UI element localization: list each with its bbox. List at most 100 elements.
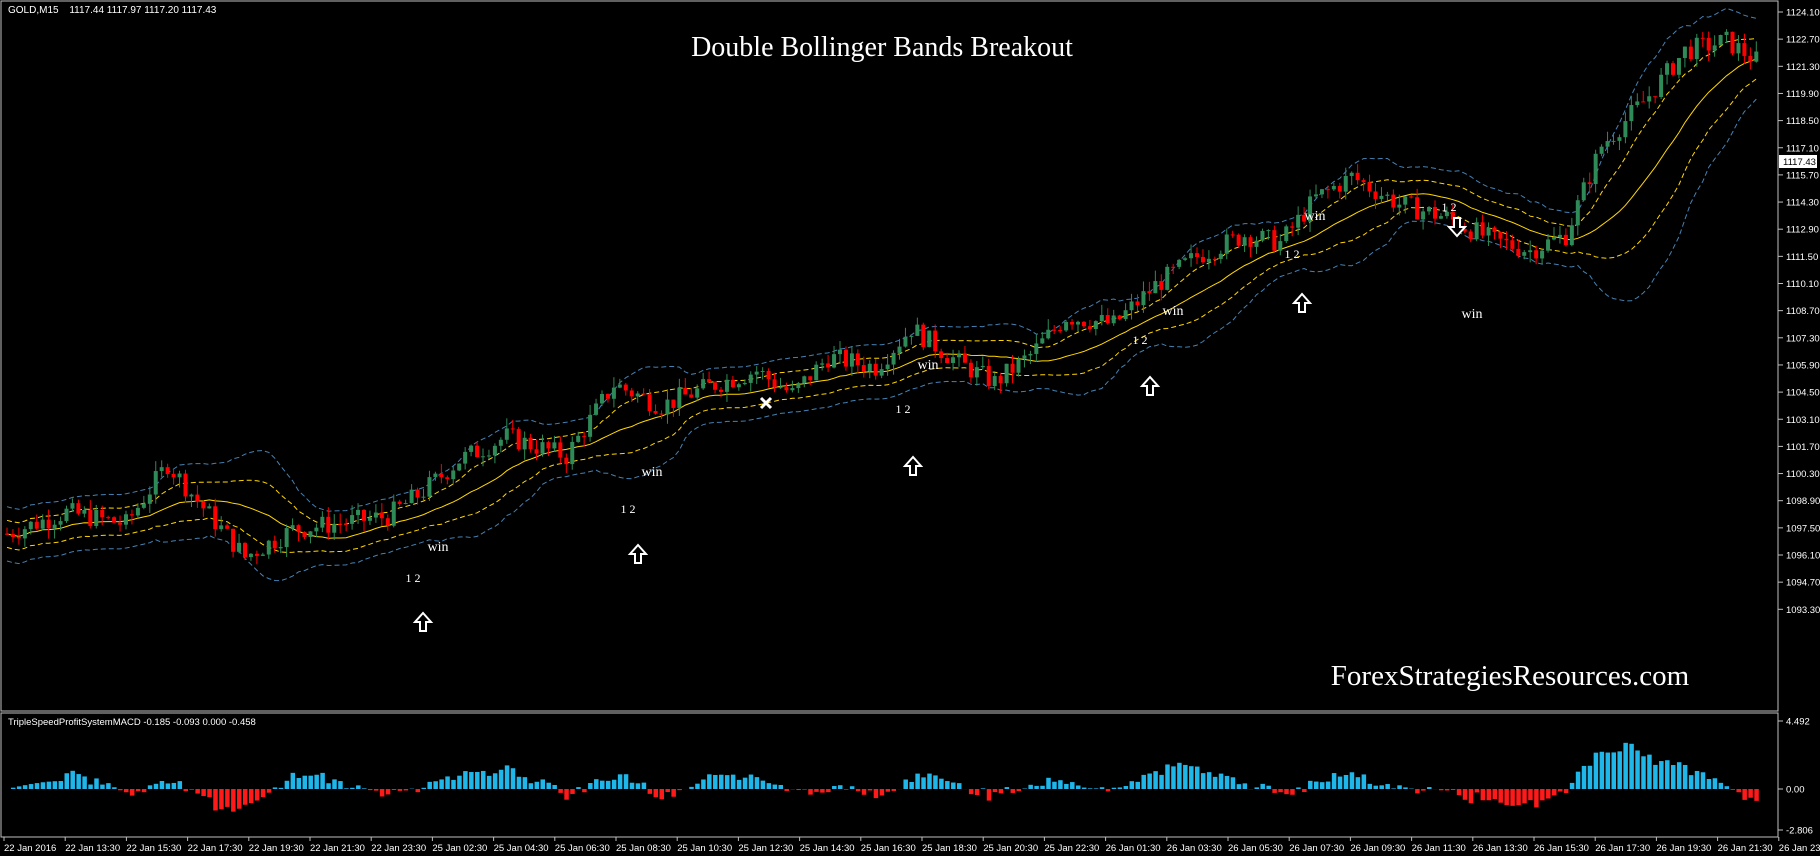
- candle: [373, 504, 378, 523]
- candle-body: [903, 336, 908, 347]
- macd-bar-positive: [1343, 774, 1349, 789]
- candle: [1349, 171, 1354, 186]
- macd-bar-positive: [1319, 782, 1325, 789]
- candle: [1534, 245, 1539, 265]
- candle: [201, 500, 206, 517]
- macd-bar-negative: [986, 789, 992, 801]
- candle-body: [124, 514, 128, 525]
- candle: [748, 371, 753, 392]
- macd-bar-positive: [326, 783, 331, 789]
- candle: [843, 346, 848, 371]
- macd-bar-positive: [1587, 765, 1593, 789]
- macd-bar-positive: [927, 773, 932, 789]
- candle: [605, 393, 610, 403]
- macd-bar-positive: [1331, 773, 1337, 789]
- candle-body: [356, 509, 361, 516]
- candle-body: [397, 501, 402, 505]
- macd-bar-positive: [1064, 783, 1069, 789]
- macd-bar-positive: [510, 768, 516, 789]
- macd-bar-positive: [1337, 776, 1343, 789]
- macd-bar-positive: [528, 783, 534, 789]
- candle-body: [159, 467, 164, 472]
- candle-body: [885, 364, 890, 370]
- candle-body: [1355, 172, 1360, 181]
- bollinger-bands: [6, 7, 1757, 582]
- macd-bar-positive: [1308, 780, 1313, 789]
- candle-body: [40, 519, 45, 529]
- signal-label: 1 2: [1442, 200, 1457, 214]
- candle-body: [1200, 256, 1205, 263]
- candle-body: [1337, 186, 1342, 192]
- candle: [76, 499, 81, 516]
- macd-bar-negative: [968, 789, 974, 795]
- candle: [278, 538, 283, 554]
- candle-body: [1647, 96, 1652, 102]
- candle-body: [1415, 197, 1420, 220]
- candle: [46, 509, 51, 539]
- candle-body: [1534, 250, 1539, 259]
- candle: [1623, 112, 1628, 144]
- candle: [552, 435, 557, 453]
- candle-body: [1141, 291, 1146, 306]
- candle-body: [1659, 74, 1664, 98]
- time-tick-label: 26 Jan 01:30: [1106, 843, 1161, 854]
- macd-bar-negative: [1528, 789, 1533, 801]
- candle: [237, 533, 242, 554]
- candle-body: [64, 508, 69, 522]
- macd-bar-positive: [16, 786, 22, 789]
- macd-bar-positive: [1123, 786, 1129, 789]
- candle-body: [219, 525, 224, 530]
- candle-body: [814, 364, 819, 381]
- macd-bar-positive: [320, 772, 325, 789]
- candle-body: [290, 525, 295, 529]
- candle: [213, 498, 218, 537]
- macd-bar-positive: [1599, 751, 1605, 789]
- candle: [951, 349, 956, 371]
- time-tick-label: 25 Jan 22:30: [1044, 843, 1099, 854]
- candle: [1688, 39, 1693, 62]
- macd-bar-positive: [1373, 785, 1378, 789]
- macd-bar-negative: [1016, 789, 1021, 792]
- candle-body: [189, 494, 194, 497]
- candle: [558, 436, 563, 464]
- candle-body: [1540, 250, 1545, 259]
- candle-body: [302, 531, 307, 537]
- candle-body: [1462, 229, 1467, 232]
- candle-body: [891, 352, 896, 365]
- candle-body: [1117, 315, 1122, 320]
- macd-bar-positive: [921, 777, 926, 789]
- macd-bar-positive: [492, 773, 498, 789]
- candle-body: [1159, 281, 1164, 290]
- price-tick-label: 1122.70: [1786, 35, 1820, 46]
- time-tick-label: 26 Jan 11:30: [1412, 843, 1466, 854]
- candle: [124, 510, 128, 530]
- candle-body: [296, 525, 301, 532]
- macd-bar-positive: [147, 785, 153, 789]
- candle: [641, 388, 646, 396]
- macd-bar-positive: [1694, 770, 1700, 789]
- up-arrow-shape: [1291, 292, 1313, 313]
- candle-body: [855, 353, 860, 366]
- macd-bar-positive: [457, 775, 462, 789]
- candle-body: [564, 457, 569, 465]
- macd-bar-negative: [1486, 789, 1492, 801]
- candle: [796, 381, 801, 393]
- down-arrow-shape: [1446, 217, 1468, 238]
- candle: [1409, 194, 1414, 199]
- bb-middle-line: [6, 58, 1757, 539]
- candle-body: [909, 335, 914, 337]
- candle: [272, 535, 277, 553]
- candle: [1064, 320, 1069, 333]
- macd-bar-positive: [1058, 780, 1063, 789]
- macd-bar-positive: [707, 774, 712, 789]
- candle: [457, 463, 462, 472]
- macd-bar-negative: [671, 789, 676, 797]
- candle-body: [1212, 258, 1217, 260]
- candle-body: [135, 507, 140, 516]
- candlesticks[interactable]: [5, 29, 1759, 565]
- macd-bar-positive: [909, 782, 914, 789]
- macd-bar-positive: [933, 775, 938, 789]
- candle-body: [58, 521, 63, 525]
- candle: [28, 520, 33, 535]
